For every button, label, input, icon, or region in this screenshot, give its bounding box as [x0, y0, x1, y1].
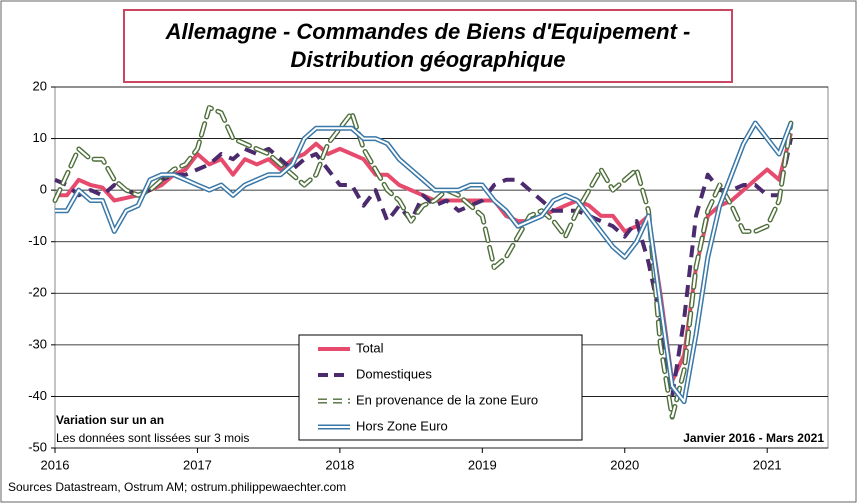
x-tick-label: 2019	[468, 457, 497, 472]
x-tick-label: 2021	[753, 457, 782, 472]
title-box	[123, 9, 733, 83]
y-tick-label: -20	[28, 285, 47, 300]
y-tick-label: -40	[28, 388, 47, 403]
y-tick-label: 0	[40, 182, 47, 197]
x-tick-label: 2020	[610, 457, 639, 472]
plot: -50 -40 -30 -20 -10 0 10 20 2016 2017 2018 2019 2020…	[28, 78, 829, 472]
chart-title: Allemagne - Commandes de Biens d'Equipem…	[165, 19, 691, 44]
legend-label: Total	[356, 340, 384, 355]
annotation: Variation sur un an	[56, 413, 164, 427]
y-tick-label: -30	[28, 336, 47, 351]
series-line-inner	[53, 106, 792, 418]
legend-label: En provenance de la zone Euro	[356, 392, 538, 407]
chart-title: Distribution géographique	[291, 47, 566, 72]
y-tick-label: 20	[33, 78, 47, 93]
y-tick-label: 10	[33, 130, 47, 145]
x-tick-label: 2016	[41, 457, 70, 472]
x-tick-label: 2017	[183, 457, 212, 472]
series-line-inner	[55, 122, 792, 403]
x-tick-label: 2018	[325, 457, 354, 472]
annotation: Janvier 2016 - Mars 2021	[683, 431, 824, 445]
y-tick-label: -10	[28, 233, 47, 248]
source: Sources Datastream, Ostrum AM; ostrum.ph…	[8, 480, 346, 494]
legend-label: Hors Zone Euro	[356, 418, 448, 433]
legend-label: Domestiques	[356, 366, 432, 381]
y-tick-label: -50	[28, 439, 47, 454]
legend	[298, 334, 583, 441]
annotation: Les données sont lissées sur 3 mois	[56, 431, 249, 445]
